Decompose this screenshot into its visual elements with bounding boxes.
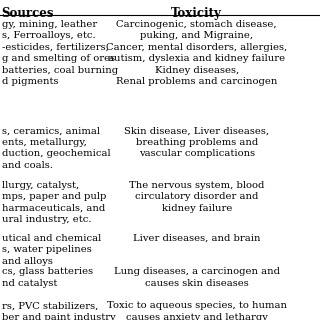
Text: rs, PVC stabilizers,
ber and paint industry: rs, PVC stabilizers, ber and paint indus…	[2, 301, 115, 320]
Text: cs, glass batteries
nd catalyst: cs, glass batteries nd catalyst	[2, 267, 93, 288]
Text: s, ceramics, animal
ents, metallurgy,
duction, geochemical
and coals.: s, ceramics, animal ents, metallurgy, du…	[2, 126, 110, 170]
Text: Skin disease, Liver diseases,
breathing problems and
vascular complications: Skin disease, Liver diseases, breathing …	[124, 126, 269, 158]
Text: gy, mining, leather
s, Ferroalloys, etc.
-esticides, fertilizers,
g and smelting: gy, mining, leather s, Ferroalloys, etc.…	[2, 20, 118, 86]
Text: Carcinogenic, stomach disease,
puking, and Migraine,
Cancer, mental disorders, a: Carcinogenic, stomach disease, puking, a…	[106, 20, 287, 86]
Text: Liver diseases, and brain: Liver diseases, and brain	[133, 234, 260, 243]
Text: Toxic to aqueous species, to human
causes anxiety and lethargy: Toxic to aqueous species, to human cause…	[107, 301, 287, 320]
Text: Toxicity: Toxicity	[172, 7, 222, 20]
Text: llurgy, catalyst,
mps, paper and pulp
harmaceuticals, and
ural industry, etc.: llurgy, catalyst, mps, paper and pulp ha…	[2, 181, 106, 224]
Text: The nervous system, blood
circulatory disorder and
kidney failure: The nervous system, blood circulatory di…	[129, 181, 265, 213]
Text: Lung diseases, a carcinogen and
causes skin diseases: Lung diseases, a carcinogen and causes s…	[114, 267, 280, 288]
Text: Sources: Sources	[2, 7, 54, 20]
Text: utical and chemical
s, water pipelines
and alloys: utical and chemical s, water pipelines a…	[2, 234, 101, 266]
